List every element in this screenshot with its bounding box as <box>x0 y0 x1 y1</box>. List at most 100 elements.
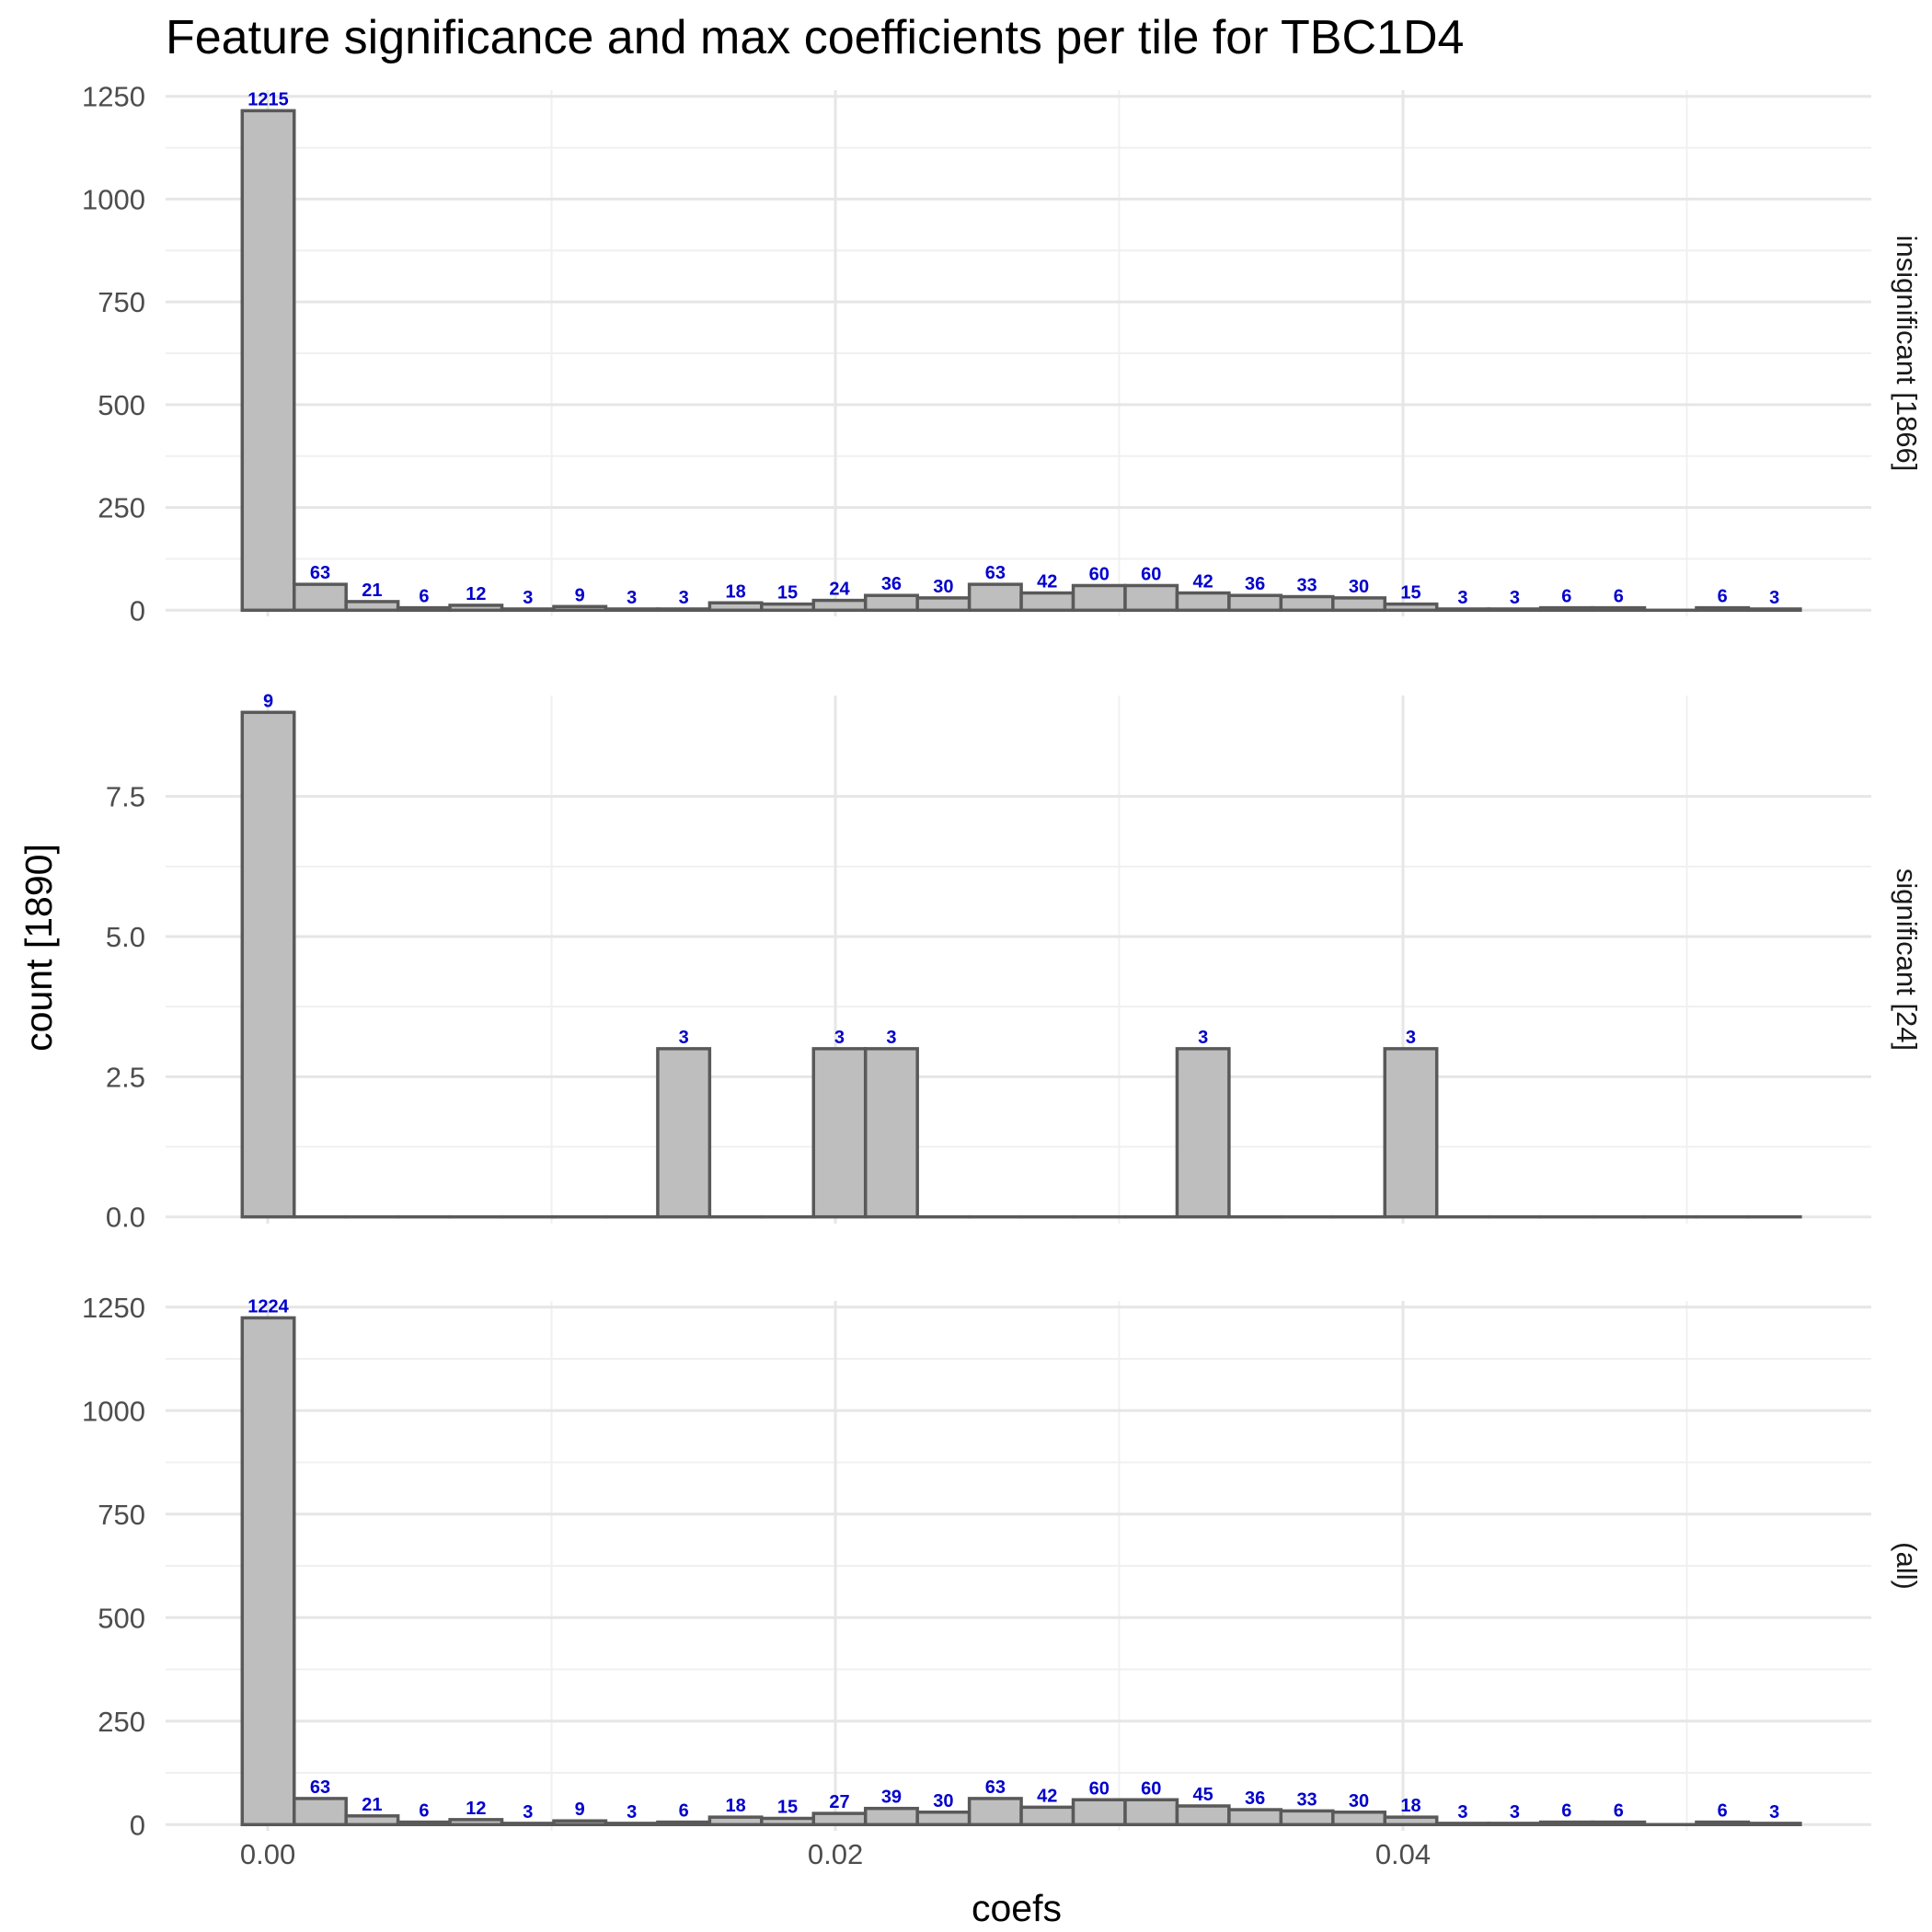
bar-count-label: 30 <box>1349 1791 1369 1811</box>
bar-count-label: 3 <box>523 588 533 608</box>
histogram-bar <box>1487 1822 1543 1827</box>
y-tick-label: 7.5 <box>106 781 145 813</box>
bar-count-label: 60 <box>1141 1778 1161 1799</box>
bar-count-label: 30 <box>1349 577 1369 597</box>
x-tick-label: 0.00 <box>240 1838 295 1870</box>
bar-count-label: 12 <box>466 584 486 604</box>
histogram-bar <box>604 607 660 613</box>
bar-count-label: 9 <box>575 1800 585 1820</box>
y-tick-label: 0.0 <box>106 1202 145 1234</box>
facet-strip-label: significant [24] <box>1891 868 1923 1051</box>
bar-count-label: 21 <box>362 1795 382 1815</box>
bar-count-label: 30 <box>933 1791 953 1811</box>
facet-strip-label: (all) <box>1891 1542 1923 1590</box>
histogram-bar <box>1538 1820 1594 1827</box>
bar-count-label: 1224 <box>247 1296 289 1317</box>
histogram-bar <box>1227 1808 1283 1827</box>
bar-count-label: 18 <box>725 1796 745 1816</box>
histogram-bar <box>1175 591 1231 613</box>
histogram-bar <box>344 1814 400 1827</box>
histogram-bar <box>1175 1047 1231 1219</box>
bar-count-label: 6 <box>1718 587 1728 607</box>
bar-count-label: 33 <box>1296 576 1317 596</box>
bar-count-label: 45 <box>1193 1785 1213 1805</box>
y-axis-title: count [1890] <box>17 844 60 1052</box>
histogram-bar <box>1746 607 1802 613</box>
bar-count-label: 18 <box>725 581 745 602</box>
y-tick-label: 1250 <box>82 81 145 113</box>
bar-count-label: 3 <box>1510 588 1520 608</box>
bar-count-label: 15 <box>777 1798 798 1818</box>
histogram-bar <box>1123 583 1179 613</box>
histogram-bar <box>1434 1822 1490 1827</box>
bar-count-label: 3 <box>1769 1802 1779 1823</box>
bar-count-label: 42 <box>1037 1786 1057 1806</box>
histogram-bar <box>707 1815 764 1827</box>
y-tick-label: 250 <box>98 1706 145 1738</box>
y-tick-label: 2.5 <box>106 1061 145 1093</box>
bar-count-label: 63 <box>985 563 1006 583</box>
bar-count-label: 42 <box>1037 572 1057 592</box>
histogram-bar <box>1019 591 1075 613</box>
histogram-bar <box>1695 1820 1751 1827</box>
bar-count-label: 63 <box>985 1777 1006 1798</box>
y-tick-label: 5.0 <box>106 921 145 953</box>
histogram-bar <box>1175 1804 1231 1826</box>
bar-count-label: 27 <box>829 1792 849 1812</box>
bar-count-label: 60 <box>1089 1778 1110 1799</box>
histogram-bar <box>292 1797 348 1827</box>
histogram-bar <box>863 593 919 613</box>
y-tick-label: 1000 <box>82 1395 145 1427</box>
bar-count-label: 21 <box>362 581 382 601</box>
bar-count-label: 30 <box>933 577 953 597</box>
histogram-bar <box>396 1820 452 1827</box>
y-tick-label: 0 <box>130 594 145 627</box>
bar-count-label: 3 <box>834 1028 845 1048</box>
histogram-bar <box>1383 602 1439 613</box>
histogram-bar <box>811 598 868 613</box>
bar-count-label: 3 <box>1406 1028 1416 1048</box>
histogram-bar <box>656 607 712 613</box>
histogram-bar <box>1279 1809 1335 1827</box>
histogram-bar <box>552 604 608 613</box>
histogram-bar <box>500 607 556 613</box>
histogram-bar <box>1279 594 1335 613</box>
x-tick-label: 0.02 <box>808 1838 863 1870</box>
bar-count-label: 6 <box>679 1801 689 1822</box>
bar-count-label: 6 <box>1614 1801 1624 1822</box>
bar-count-label: 6 <box>419 587 429 607</box>
y-tick-label: 250 <box>98 492 145 524</box>
histogram-bar <box>1123 1798 1179 1826</box>
bar-count-label: 42 <box>1193 572 1213 592</box>
bar-count-label: 12 <box>466 1799 486 1819</box>
histogram-bar <box>240 1316 296 1826</box>
chart-title: Feature significance and max coefficient… <box>166 11 1464 64</box>
histogram-bar <box>915 1811 972 1826</box>
y-tick-label: 1250 <box>82 1292 145 1324</box>
bar-count-label: 3 <box>1769 588 1779 608</box>
y-tick-label: 750 <box>98 1499 145 1531</box>
bar-count-label: 60 <box>1089 564 1110 584</box>
histogram-bar <box>448 1818 504 1826</box>
histogram-bar <box>1746 1822 1802 1827</box>
histogram-bar <box>1538 605 1594 613</box>
histogram-bar <box>1331 1811 1387 1826</box>
bar-count-label: 3 <box>1457 588 1467 608</box>
histogram-bar <box>1383 1047 1439 1219</box>
histogram-bar <box>811 1047 868 1219</box>
bar-count-label: 6 <box>1718 1801 1728 1822</box>
histogram-bar <box>292 582 348 613</box>
y-tick-label: 500 <box>98 389 145 421</box>
bar-count-label: 3 <box>679 588 689 608</box>
histogram-bar <box>1487 607 1543 613</box>
histogram-bar <box>967 582 1023 613</box>
bar-count-label: 36 <box>1245 1788 1265 1809</box>
bar-count-label: 6 <box>1561 587 1571 607</box>
histogram-bar <box>656 1820 712 1827</box>
histogram-bar <box>500 1822 556 1827</box>
histogram-bar <box>1071 583 1127 613</box>
bar-count-label: 18 <box>1400 1796 1420 1816</box>
bar-count-label: 3 <box>523 1802 533 1823</box>
